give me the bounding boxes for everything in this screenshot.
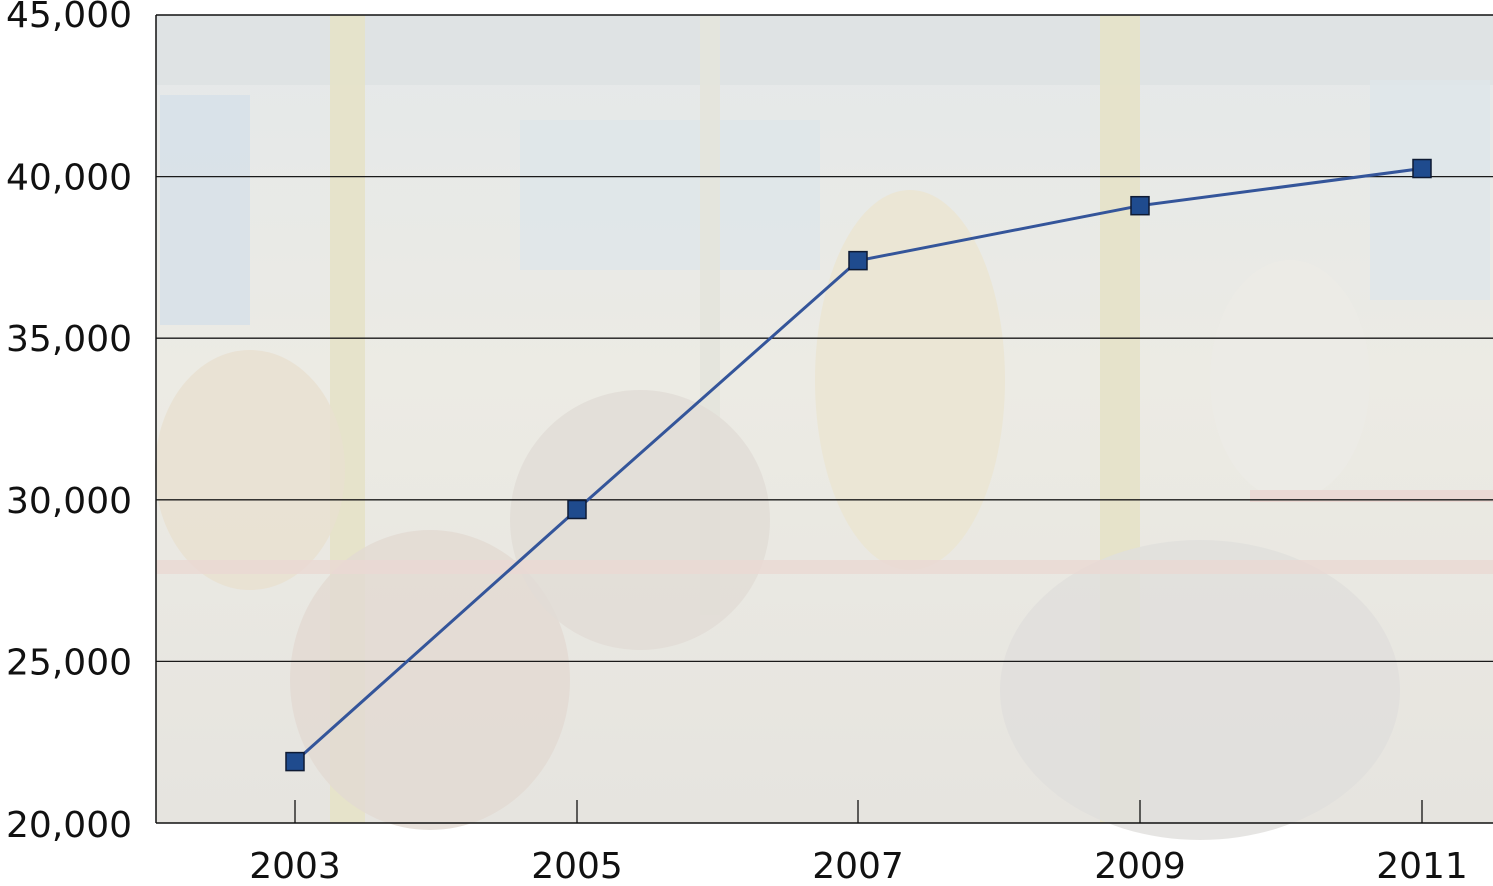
series-markers: [285, 158, 1432, 772]
data-point-marker: [848, 250, 868, 271]
y-tick-label: 45,000: [6, 0, 132, 36]
data-point-marker: [1412, 158, 1432, 179]
y-tick-label: 35,000: [6, 319, 132, 360]
passenger-standing: [815, 190, 1005, 570]
x-tick-label: 2009: [1094, 846, 1186, 886]
y-tick-label: 30,000: [6, 481, 132, 522]
seat-row-right: [1250, 490, 1493, 502]
passenger-hair: [510, 390, 770, 650]
data-point-marker: [1130, 195, 1150, 216]
bus-ceiling: [156, 15, 1493, 85]
y-tick-label: 40,000: [6, 158, 132, 199]
window-right: [1370, 80, 1490, 300]
x-tick-label: 2007: [812, 846, 904, 886]
data-point-marker: [285, 751, 305, 772]
data-point-marker: [567, 499, 587, 520]
x-tick-labels: 2003 2005 2007 2009 2011: [249, 846, 1468, 886]
y-tick-label: 25,000: [6, 642, 132, 683]
x-tick-label: 2005: [531, 846, 623, 886]
x-tick-label: 2003: [249, 846, 341, 886]
window-mid: [520, 120, 820, 270]
window-left: [160, 95, 250, 325]
passenger-front: [290, 530, 570, 830]
background-photo: [155, 15, 1493, 840]
x-tick-label: 2011: [1376, 846, 1468, 886]
passenger-left: [155, 350, 345, 590]
grid-lines: [156, 175, 1493, 663]
passenger-right: [1210, 260, 1370, 500]
x-axis-ticks: [294, 800, 1423, 823]
y-tick-label: 20,000: [6, 805, 132, 846]
y-tick-labels: 20,000 25,000 30,000 35,000 40,000 45,000: [6, 0, 132, 846]
seat-row: [156, 560, 1493, 574]
passenger-front-right: [1000, 540, 1400, 840]
